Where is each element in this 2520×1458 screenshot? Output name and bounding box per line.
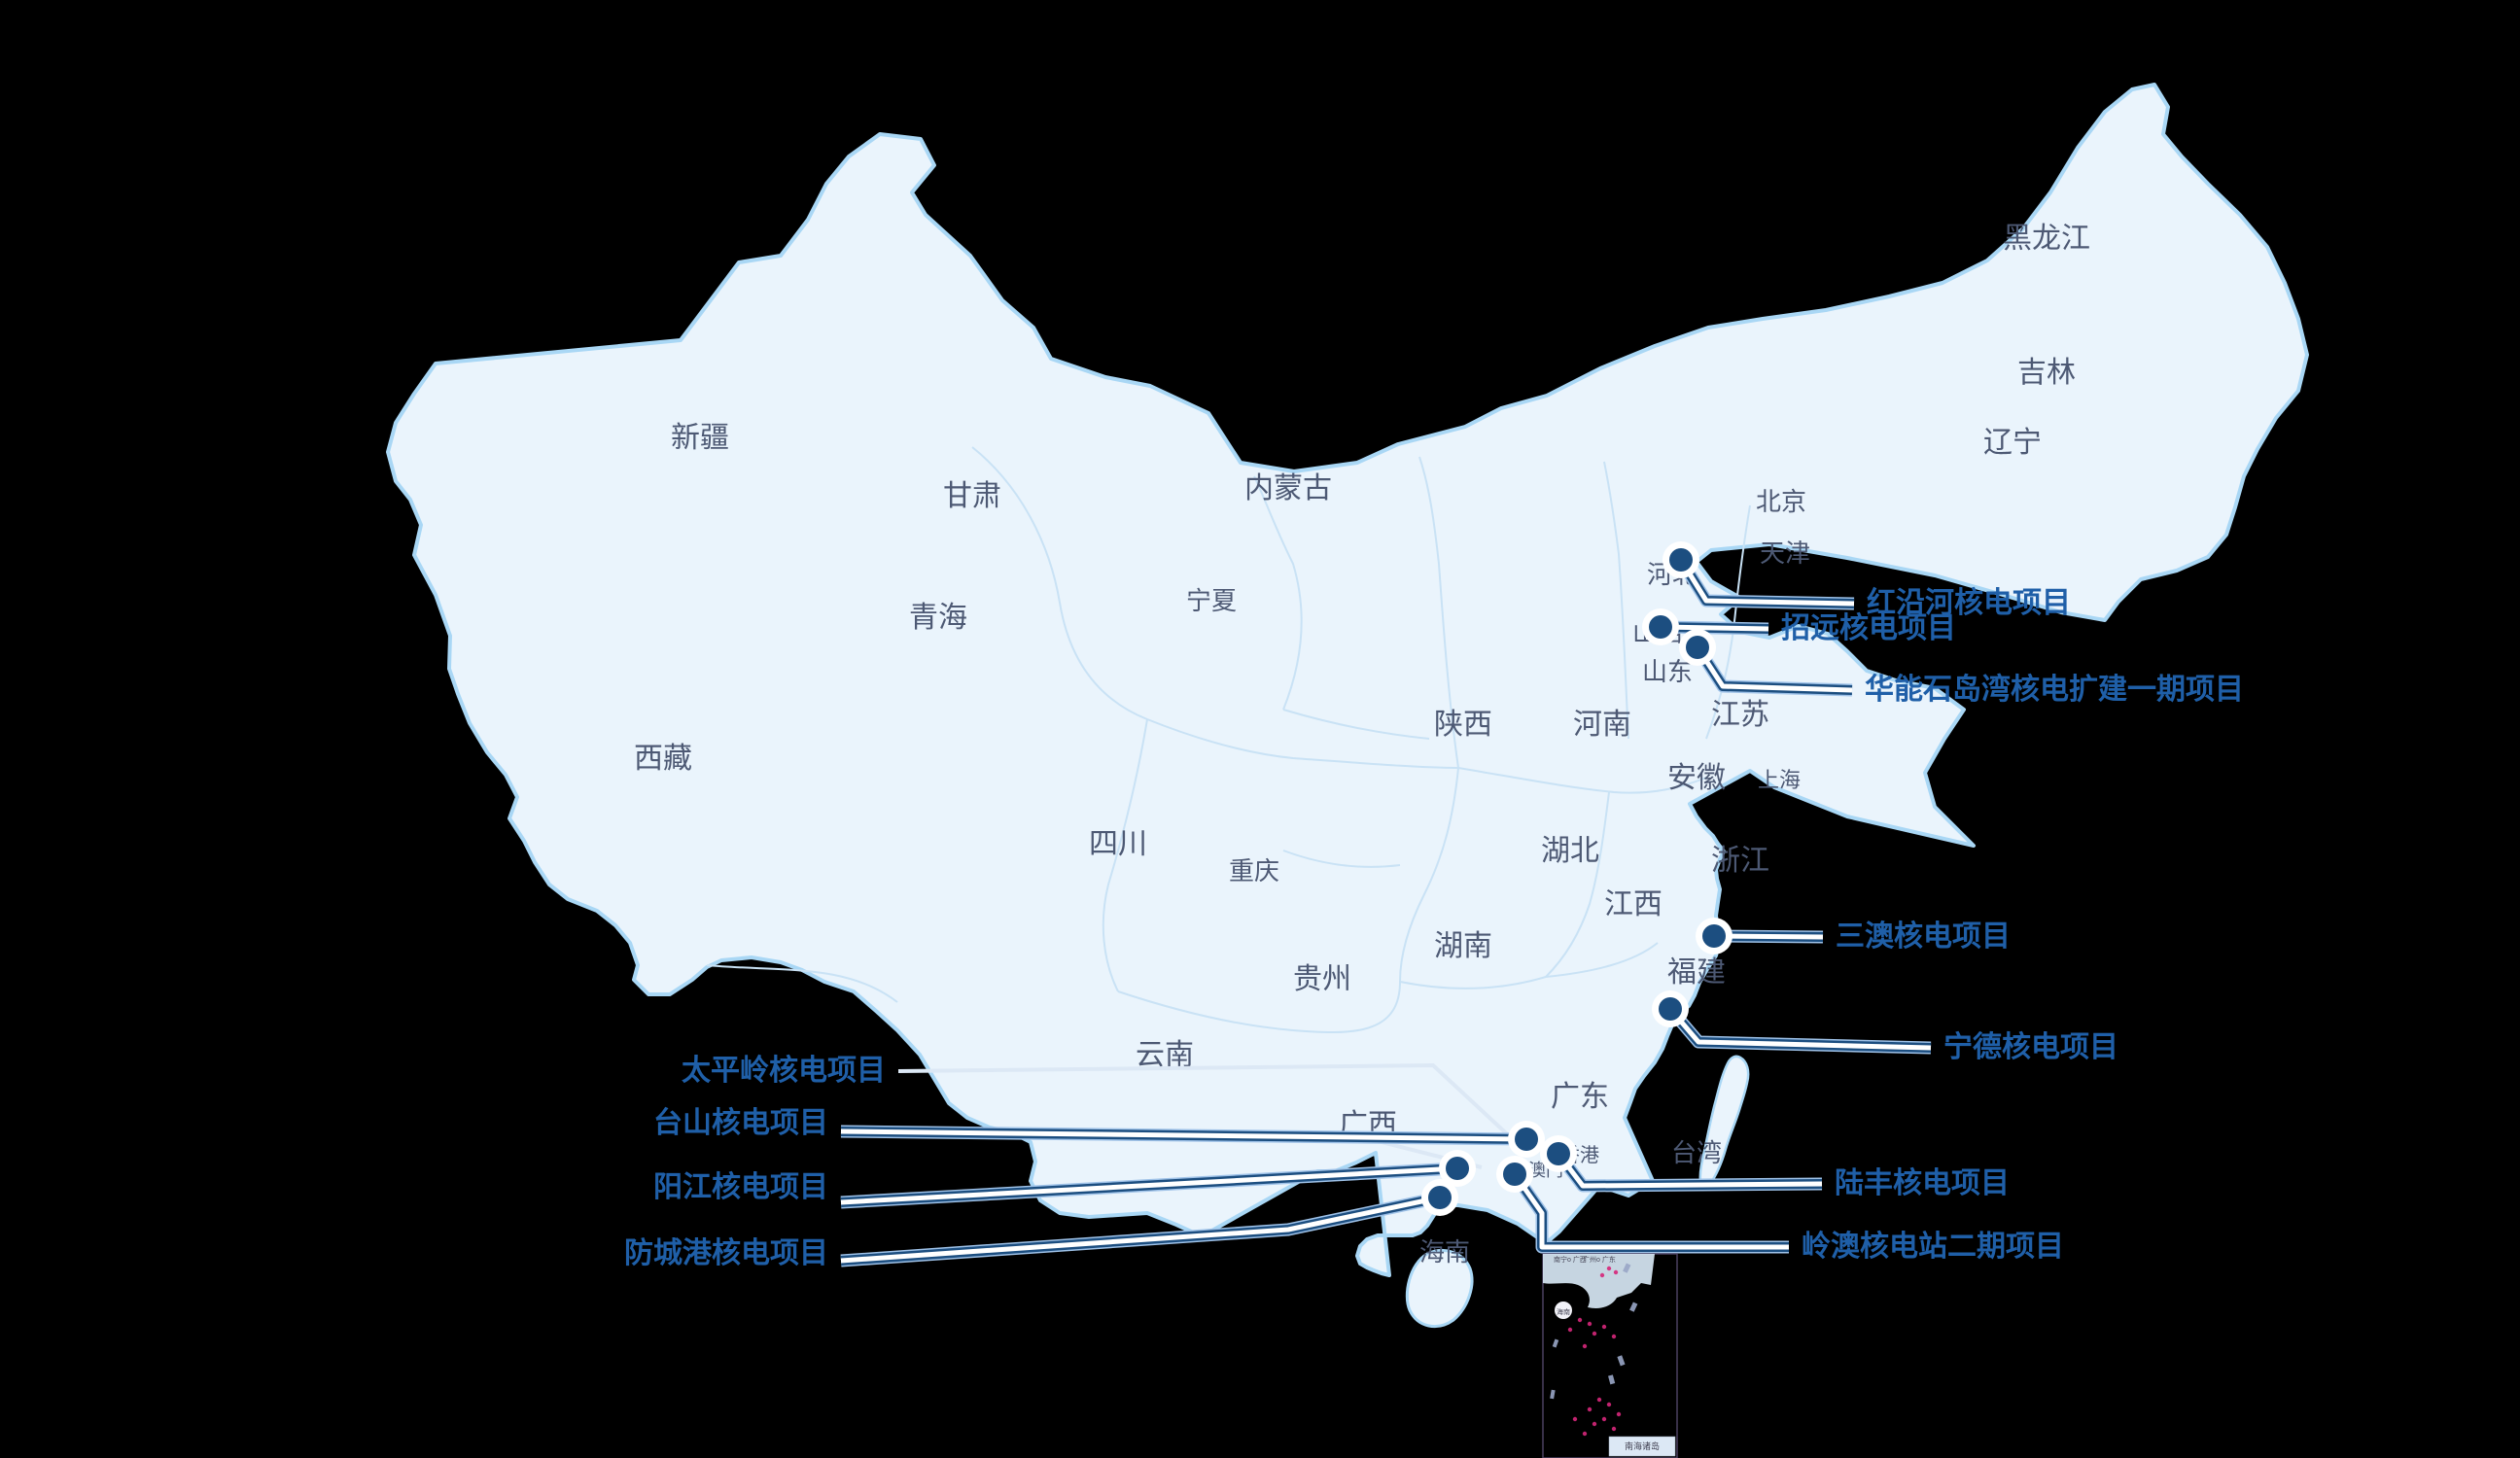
svg-text:太平岭核电项目: 太平岭核电项目 [682,1055,886,1087]
svg-text:湖北: 湖北 [1541,835,1599,867]
svg-text:上海: 上海 [1758,768,1801,792]
svg-text:西藏: 西藏 [634,743,692,775]
svg-text:海南: 海南 [1419,1237,1470,1267]
svg-text:四川: 四川 [1089,828,1147,860]
svg-text:陆丰核电项目: 陆丰核电项目 [1835,1167,2010,1199]
svg-text:南海诸岛: 南海诸岛 [1625,1441,1660,1451]
svg-text:宁德核电项目: 宁德核电项目 [1943,1030,2118,1063]
svg-text:山东: 山东 [1642,657,1693,686]
svg-text:辽宁: 辽宁 [1983,427,2042,459]
svg-text:安徽: 安徽 [1667,762,1726,794]
svg-text:贵州: 贵州 [1293,963,1351,995]
svg-text:陕西: 陕西 [1434,709,1492,741]
svg-text:吉林: 吉林 [2017,357,2076,389]
svg-text:三澳核电项目: 三澳核电项目 [1836,920,2011,953]
svg-text:天津: 天津 [1760,538,1810,568]
svg-text:台湾: 台湾 [1671,1138,1722,1167]
svg-text:浙江: 浙江 [1711,845,1769,877]
svg-text:华能石岛湾核电扩建一期项目: 华能石岛湾核电扩建一期项目 [1865,673,2244,706]
svg-text:青海: 青海 [909,602,967,634]
svg-text:福建: 福建 [1667,956,1726,989]
svg-text:内蒙古: 内蒙古 [1244,472,1332,504]
svg-text:南宁o 广西: 南宁o 广西 [1554,1255,1587,1264]
svg-text:北京: 北京 [1756,487,1806,516]
svg-text:岭澳核电站二期项目: 岭澳核电站二期项目 [1802,1231,2064,1263]
svg-text:湖南: 湖南 [1434,930,1492,962]
svg-text:广州o 广东: 广州o 广东 [1583,1255,1616,1264]
svg-text:黑龙江: 黑龙江 [2003,223,2090,255]
svg-text:宁夏: 宁夏 [1186,586,1237,615]
svg-text:重庆: 重庆 [1229,856,1279,885]
svg-text:台山核电项目: 台山核电项目 [653,1106,828,1139]
svg-text:河南: 河南 [1573,709,1631,741]
svg-text:招远核电项目: 招远核电项目 [1781,612,1956,644]
svg-text:甘肃: 甘肃 [943,480,1001,512]
svg-text:阳江核电项目: 阳江核电项目 [653,1171,828,1203]
svg-text:江西: 江西 [1604,888,1662,920]
svg-text:新疆: 新疆 [671,422,729,454]
svg-text:防城港核电项目: 防城港核电项目 [624,1237,828,1269]
svg-text:广东: 广东 [1551,1081,1609,1113]
svg-text:江苏: 江苏 [1711,699,1769,731]
svg-text:海南: 海南 [1557,1307,1570,1316]
